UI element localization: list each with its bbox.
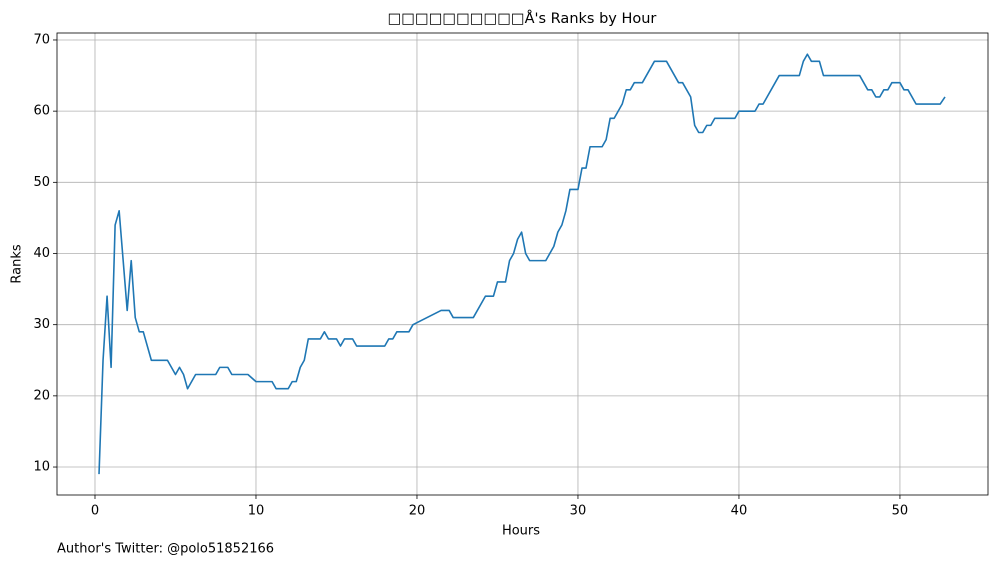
x-tick-label: 0 <box>91 504 99 519</box>
y-tick-label: 20 <box>33 388 50 403</box>
y-tick-label: 30 <box>33 317 50 332</box>
y-tick-label: 70 <box>33 32 50 47</box>
x-tick-label: 40 <box>731 504 748 519</box>
y-tick-label: 60 <box>33 104 50 119</box>
x-tick-label: 20 <box>409 504 426 519</box>
chart-title: □□□□□□□□□□Å's Ranks by Hour <box>388 10 657 27</box>
y-tick-label: 50 <box>33 175 50 190</box>
x-tick-label: 50 <box>892 504 909 519</box>
x-axis-label: Hours <box>502 524 540 539</box>
footer: Author's Twitter: @polo51852166 <box>57 542 274 557</box>
line <box>98 53 946 475</box>
y-tick-label: 10 <box>33 460 50 475</box>
y-tick-label: 40 <box>33 246 50 261</box>
plot-frame <box>56 32 989 496</box>
x-tick-label: 10 <box>248 504 265 519</box>
y-axis-label: Ranks <box>10 244 25 283</box>
x-tick-label: 30 <box>570 504 587 519</box>
